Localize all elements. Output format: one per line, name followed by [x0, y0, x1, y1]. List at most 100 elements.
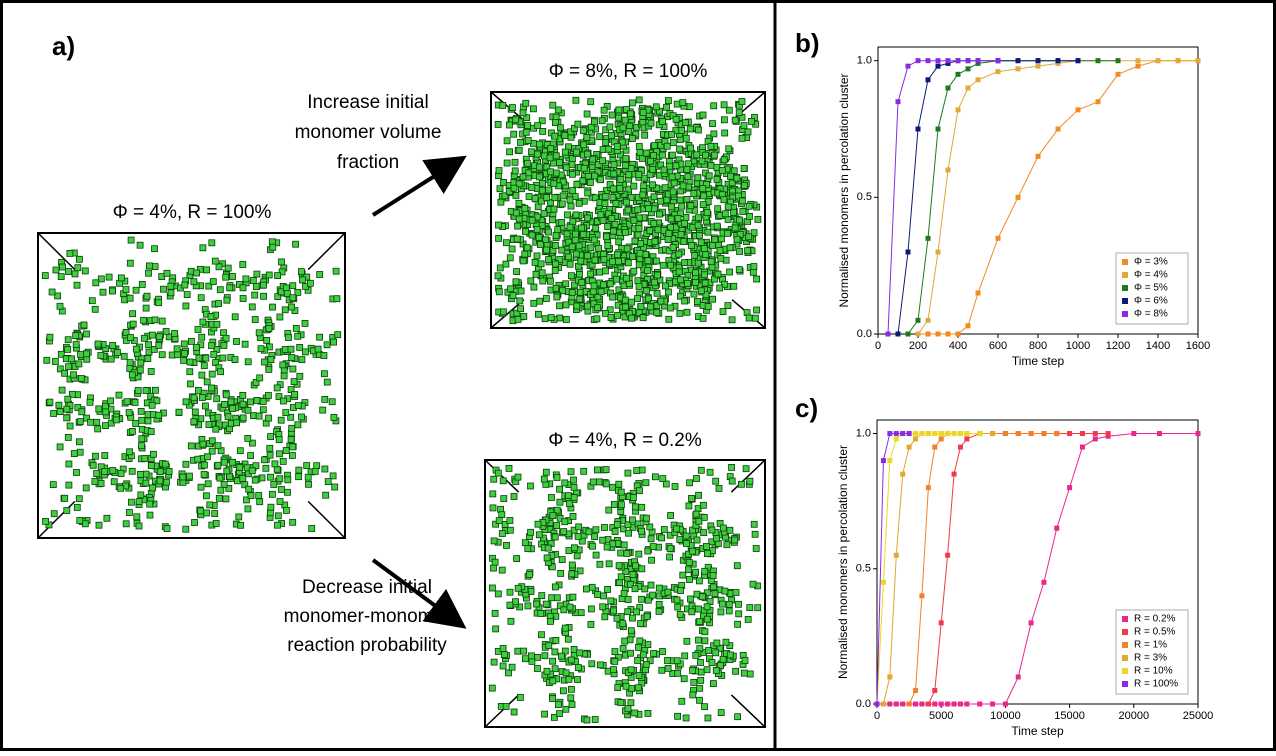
monomer: [552, 169, 560, 177]
monomer: [515, 146, 523, 154]
data-point: [925, 701, 931, 707]
monomer: [704, 550, 711, 557]
monomer: [638, 503, 646, 511]
monomer: [639, 118, 647, 126]
monomer: [636, 249, 644, 257]
monomer: [693, 536, 701, 544]
monomer: [700, 514, 708, 521]
monomer: [635, 261, 643, 269]
monomer: [746, 477, 754, 485]
monomer: [530, 105, 537, 113]
monomer: [530, 299, 538, 307]
monomer: [655, 584, 663, 592]
monomer: [288, 424, 296, 432]
monomer: [635, 309, 643, 317]
x-tick-label: 200: [909, 340, 927, 352]
monomer: [63, 414, 71, 422]
monomer: [215, 494, 223, 502]
monomer: [649, 543, 657, 550]
monomer: [752, 545, 760, 552]
monomer: [639, 314, 647, 322]
monomer: [217, 486, 225, 494]
monomer: [72, 332, 80, 340]
monomer: [128, 467, 136, 475]
monomer: [556, 302, 563, 310]
data-point: [945, 60, 951, 66]
monomer: [127, 498, 135, 506]
monomer: [710, 583, 717, 591]
monomer: [142, 304, 150, 312]
monomer: [146, 511, 154, 519]
monomer: [109, 342, 116, 349]
monomer: [602, 309, 609, 317]
monomer: [56, 443, 64, 451]
monomer: [750, 263, 758, 270]
monomer: [591, 194, 599, 202]
series-line: [908, 433, 1057, 705]
monomer: [281, 346, 289, 353]
monomer: [627, 666, 635, 674]
data-point: [915, 58, 921, 64]
monomer: [702, 291, 710, 299]
monomer: [77, 351, 84, 358]
monomer: [624, 705, 632, 713]
monomer: [324, 478, 332, 486]
monomer: [132, 345, 140, 353]
monomer: [588, 605, 595, 613]
monomer: [630, 217, 638, 225]
monomer: [261, 456, 269, 464]
data-point: [1095, 99, 1101, 105]
monomer: [709, 572, 717, 579]
monomer: [76, 517, 84, 524]
monomer: [669, 188, 677, 196]
monomer: [278, 258, 285, 266]
monomer: [564, 635, 572, 643]
monomer: [548, 563, 556, 571]
monomer: [616, 184, 624, 192]
monomer: [735, 610, 743, 618]
monomer: [543, 554, 551, 562]
data-point: [1131, 431, 1137, 437]
monomer: [260, 292, 268, 300]
monomer: [700, 245, 708, 252]
data-point: [925, 331, 931, 337]
monomer: [636, 255, 644, 263]
data-point: [1075, 107, 1081, 113]
data-point: [1041, 431, 1047, 437]
monomer: [197, 507, 205, 515]
monomer: [566, 196, 574, 204]
monomer: [574, 120, 582, 128]
monomer: [147, 368, 155, 375]
panel-a: a) Φ = 4%, R = 100% Φ = 8%, R = 100% Φ =…: [52, 31, 708, 656]
monomer: [567, 202, 575, 210]
monomer: [689, 547, 696, 555]
monomer: [562, 705, 570, 713]
data-point: [945, 85, 951, 91]
monomer: [720, 101, 728, 109]
monomer: [644, 710, 652, 717]
monomer: [613, 614, 621, 622]
monomer: [156, 477, 164, 485]
monomer: [562, 280, 570, 288]
monomer: [710, 102, 718, 110]
monomer: [205, 421, 213, 428]
monomer: [233, 419, 241, 427]
monomer: [212, 520, 220, 527]
monomer: [268, 490, 276, 498]
monomer: [56, 302, 64, 310]
monomer: [496, 185, 504, 193]
monomer: [220, 481, 228, 489]
x-tick-label: 800: [1029, 340, 1047, 352]
monomer: [703, 180, 710, 188]
monomer: [298, 413, 305, 421]
monomer: [158, 351, 166, 359]
data-point: [935, 331, 941, 337]
monomer: [741, 657, 749, 664]
monomer: [271, 460, 279, 468]
monomer: [697, 287, 705, 295]
monomer: [711, 275, 718, 283]
monomer: [182, 302, 190, 310]
monomer: [260, 281, 267, 289]
monomer: [520, 647, 528, 655]
